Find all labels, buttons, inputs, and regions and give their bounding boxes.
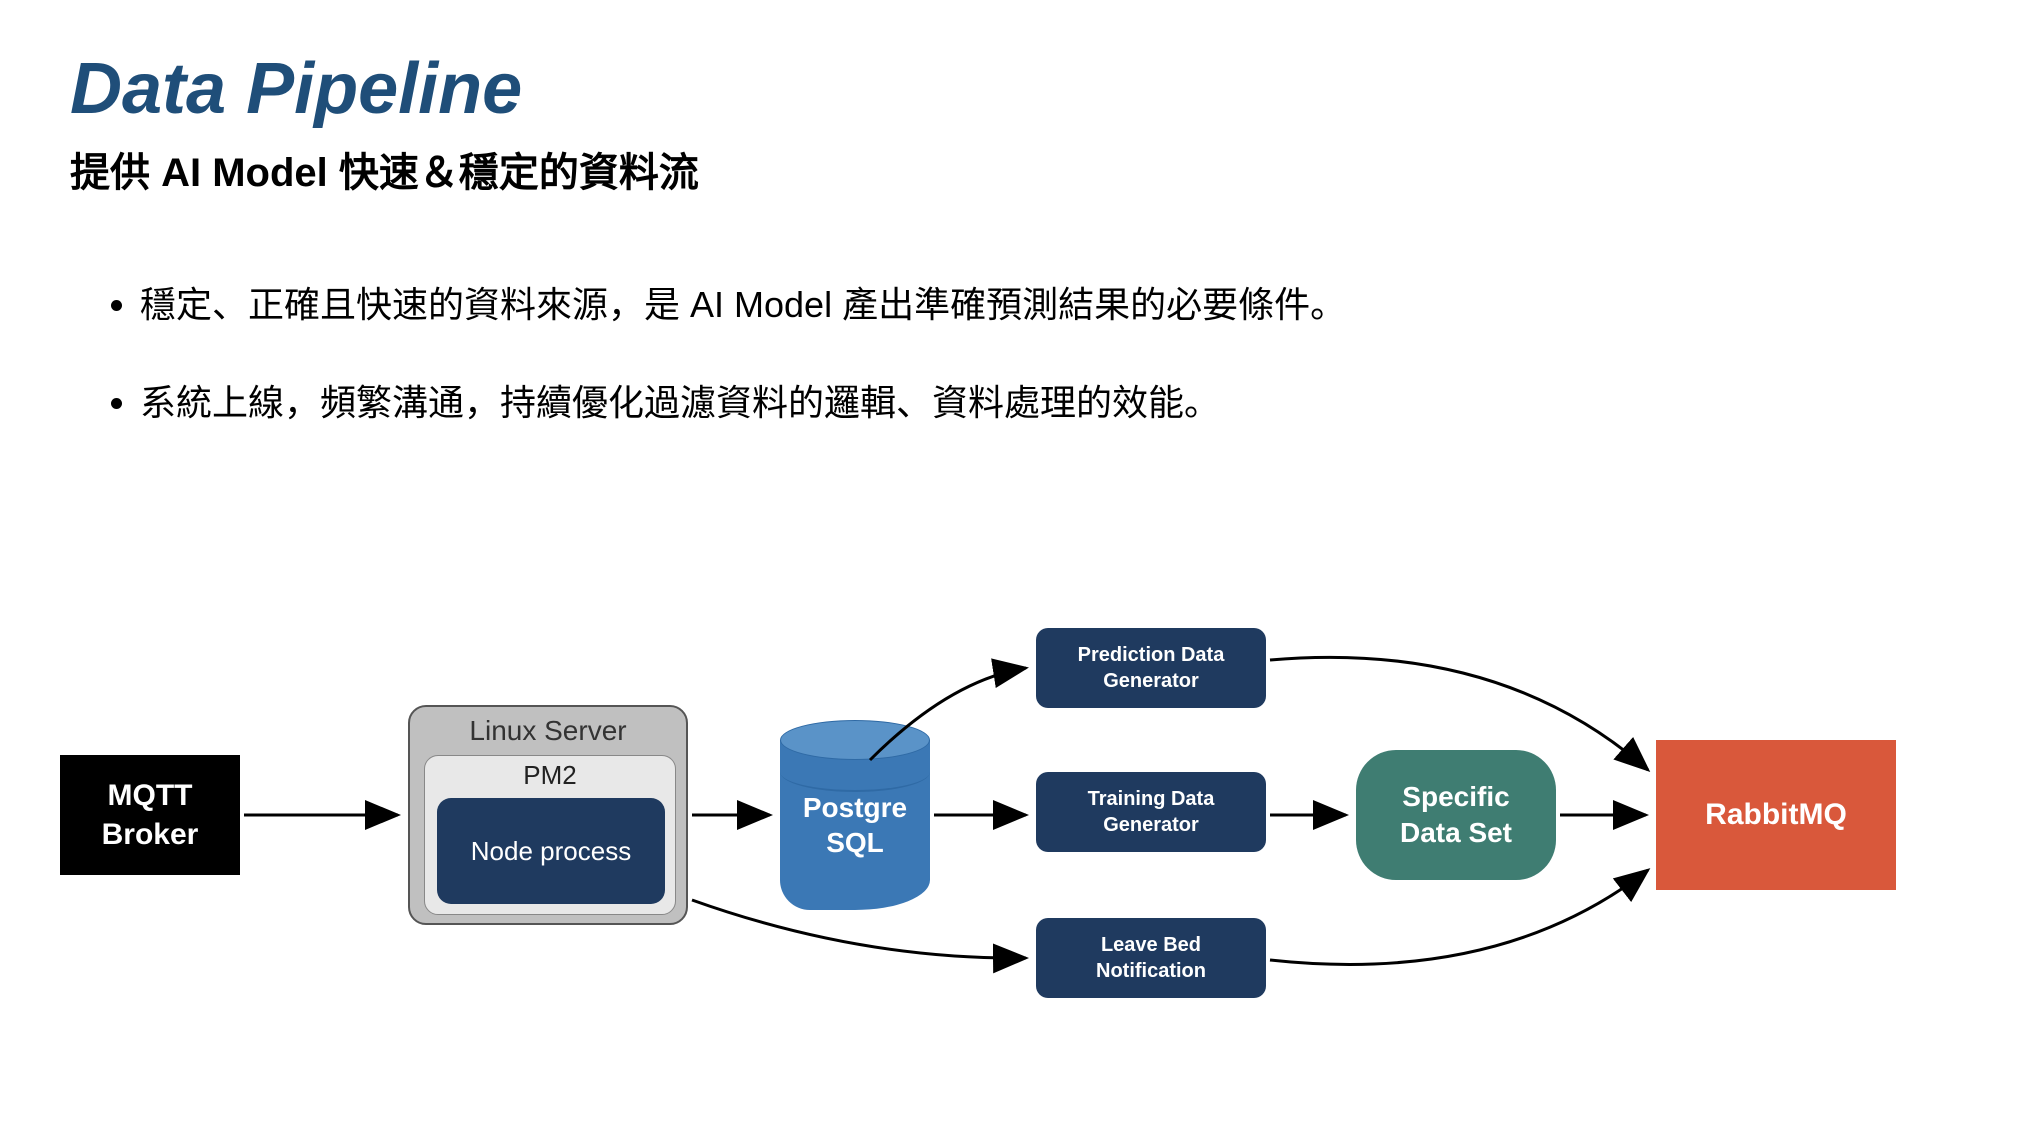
node-label: Node process [471,836,631,867]
edge [1270,870,1648,964]
node-label: MQTT [108,776,193,815]
node-label-line: Generator [1103,670,1199,692]
node-label-line: Leave Bed [1101,934,1201,956]
node-label-line: Training Data [1088,788,1215,810]
cylinder-top [780,720,930,760]
node-label: RabbitMQ [1705,798,1847,832]
node-label: Linux Server [410,715,686,747]
node-rabbitmq: RabbitMQ [1656,740,1896,890]
node-node-process: Node process [437,798,665,904]
node-linux-server: Linux Server PM2 Node process [408,705,688,925]
flowchart-diagram: MQTT Broker Linux Server PM2 Node proces… [0,0,2044,1136]
node-specific-data-set: Specific Data Set [1356,750,1556,880]
node-label-line: Generator [1103,814,1199,836]
node-training-data-generator: Training Data Generator [1036,772,1266,852]
node-label-line: Postgre [803,792,907,823]
flowchart-edges [0,0,2044,1136]
node-mqtt-broker: MQTT Broker [60,755,240,875]
node-leave-bed-notification: Leave Bed Notification [1036,918,1266,998]
node-label-line: Prediction Data [1078,644,1225,666]
node-prediction-data-generator: Prediction Data Generator [1036,628,1266,708]
node-pm2: PM2 Node process [424,755,676,915]
node-label-line: Specific [1402,781,1509,812]
node-label-line: Data Set [1400,817,1512,848]
node-label: Postgre SQL [780,790,930,860]
node-label: Broker [102,815,199,854]
node-label: PM2 [425,760,675,791]
node-postgresql: Postgre SQL [780,720,930,910]
node-label-line: SQL [826,827,884,858]
node-label-line: Notification [1096,960,1206,982]
